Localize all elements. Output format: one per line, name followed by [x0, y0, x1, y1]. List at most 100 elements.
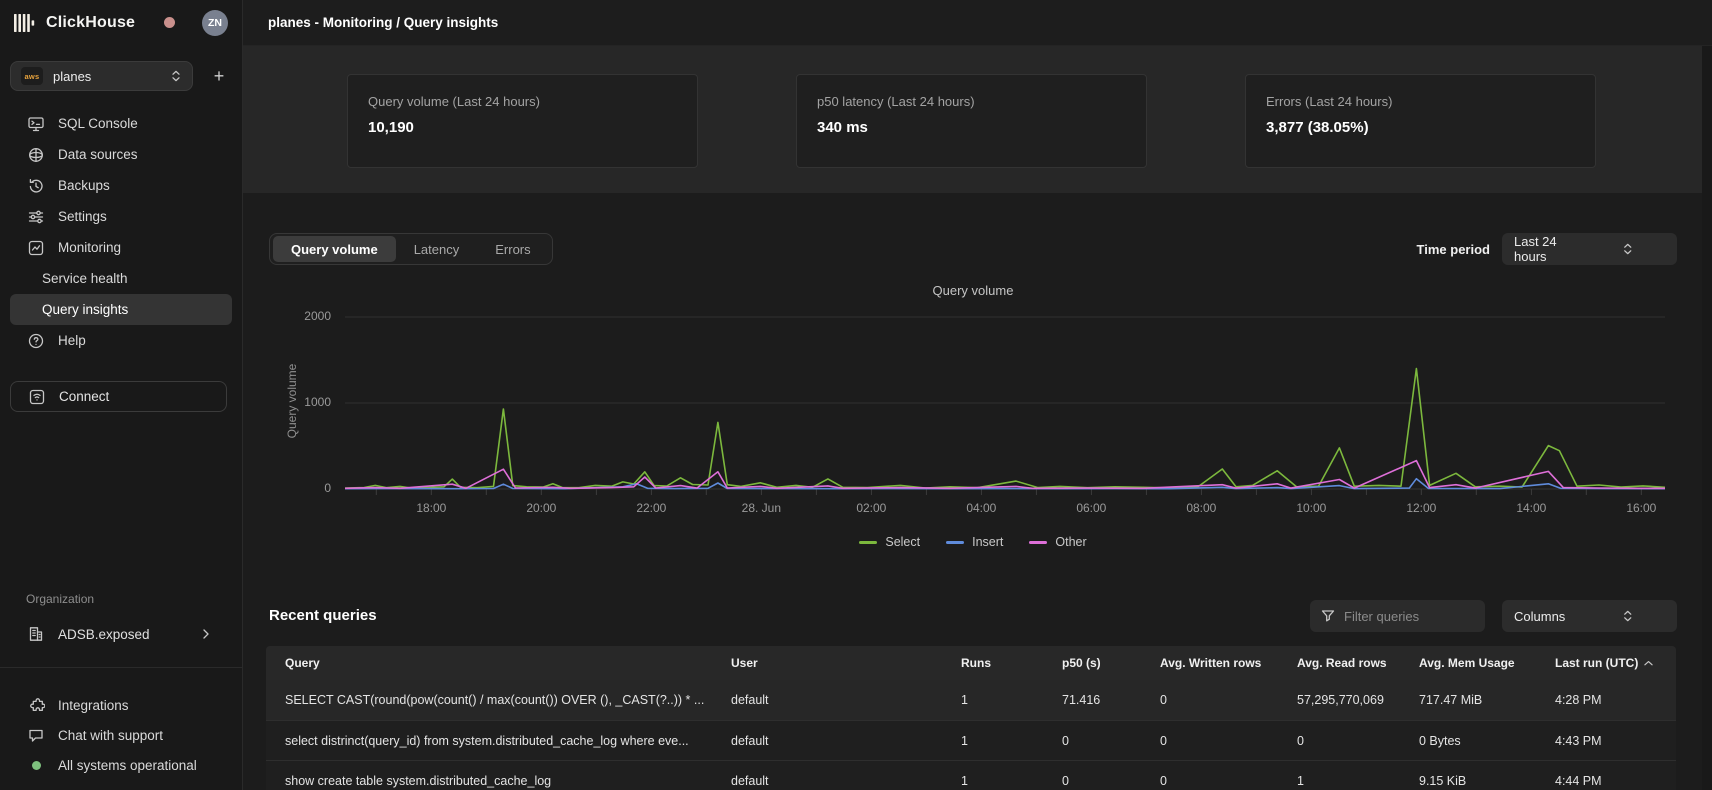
col-header-avg-mem-usage[interactable]: Avg. Mem Usage: [1419, 656, 1555, 670]
stat-card-errors-last-24-hours: Errors (Last 24 hours)3,877 (38.05%): [1245, 74, 1596, 168]
legend-swatch-icon: [859, 541, 877, 544]
sidebar-item-label: Monitoring: [58, 240, 121, 255]
sidebar-item-query-insights[interactable]: Query insights: [10, 294, 232, 325]
chevron-updown-icon: [170, 69, 182, 83]
x-tick-label: 18:00: [399, 501, 463, 515]
stat-value: 340 ms: [817, 119, 1126, 136]
service-selector[interactable]: aws planes: [10, 61, 193, 91]
col-header-avg-written-rows[interactable]: Avg. Written rows: [1160, 656, 1297, 670]
sidebar-item-help[interactable]: Help: [10, 325, 232, 356]
legend-item-select: Select: [859, 535, 920, 549]
stats-strip: Query volume (Last 24 hours)10,190p50 la…: [243, 46, 1702, 193]
tab-query-volume[interactable]: Query volume: [273, 236, 396, 262]
col-header-p50-s[interactable]: p50 (s): [1062, 656, 1160, 670]
sidebar-item-label: Data sources: [58, 147, 138, 162]
col-header-last-run-utc[interactable]: Last run (UTC): [1555, 656, 1676, 670]
cell-avg-read-rows: 1: [1297, 774, 1419, 788]
stat-label: Query volume (Last 24 hours): [368, 94, 677, 109]
cell-p50-s: 71.416: [1062, 693, 1160, 707]
chart-y-axis-label: Query volume: [285, 331, 299, 471]
add-service-button[interactable]: +: [206, 61, 232, 91]
sidebar-item-monitoring[interactable]: Monitoring: [10, 232, 232, 263]
cell-avg-mem-usage: 0 Bytes: [1419, 734, 1555, 748]
table-body: SELECT CAST(round(pow(count() / max(coun…: [266, 680, 1676, 790]
connect-button[interactable]: Connect: [10, 381, 227, 412]
filter-queries-input[interactable]: [1344, 609, 1475, 624]
y-tick-label: 0: [281, 481, 331, 495]
legend-label: Insert: [972, 535, 1003, 549]
cell-p50-s: 0: [1062, 734, 1160, 748]
cell-user: default: [731, 734, 961, 748]
sidebar-item-integrations[interactable]: Integrations: [10, 690, 232, 720]
table-row[interactable]: SELECT CAST(round(pow(count() / max(coun…: [266, 680, 1676, 720]
x-tick-label: 28. Jun: [729, 501, 793, 515]
user-avatar[interactable]: ZN: [202, 10, 228, 36]
status-dot-icon: [32, 761, 41, 770]
recent-queries-title: Recent queries: [269, 607, 377, 624]
sidebar-item-sql-console[interactable]: SQL Console: [10, 108, 232, 139]
sidebar-item-backups[interactable]: Backups: [10, 170, 232, 201]
tab-errors[interactable]: Errors: [477, 236, 548, 262]
sidebar-item-label: Settings: [58, 209, 107, 224]
series-insert: [345, 479, 1665, 489]
cell-query: SELECT CAST(round(pow(count() / max(coun…: [285, 693, 731, 707]
cell-p50-s: 0: [1062, 774, 1160, 788]
filter-queries-box[interactable]: [1310, 600, 1485, 632]
service-name: planes: [53, 69, 170, 84]
stat-card-p50-latency-last-24-hours: p50 latency (Last 24 hours)340 ms: [796, 74, 1147, 168]
legend-item-insert: Insert: [946, 535, 1003, 549]
columns-select-label: Columns: [1514, 609, 1590, 624]
time-period-value: Last 24 hours: [1514, 234, 1590, 264]
x-tick-label: 14:00: [1499, 501, 1563, 515]
chart-tabs: Query volumeLatencyErrors: [269, 233, 553, 265]
sidebar-item-label: All systems operational: [58, 758, 197, 773]
sort-asc-icon: [1644, 660, 1653, 666]
notification-dot[interactable]: [164, 17, 175, 28]
sidebar-item-label: Integrations: [58, 698, 129, 713]
cell-query: show create table system.distributed_cac…: [285, 774, 731, 788]
columns-select[interactable]: Columns: [1502, 600, 1677, 632]
x-tick-label: 10:00: [1279, 501, 1343, 515]
connect-label: Connect: [59, 389, 109, 404]
y-tick-label: 2000: [281, 309, 331, 323]
sql-console-icon: [27, 115, 45, 133]
x-tick-label: 12:00: [1389, 501, 1453, 515]
col-header-label: Avg. Read rows: [1297, 656, 1387, 670]
sidebar-item-all-systems-operational[interactable]: All systems operational: [10, 750, 232, 780]
cell-user: default: [731, 774, 961, 788]
x-tick-label: 22:00: [619, 501, 683, 515]
organization-item[interactable]: ADSB.exposed: [10, 619, 227, 649]
sidebar-item-label: Query insights: [42, 302, 128, 317]
sidebar-item-settings[interactable]: Settings: [10, 201, 232, 232]
table-row[interactable]: show create table system.distributed_cac…: [266, 760, 1676, 790]
sidebar-item-chat-with-support[interactable]: Chat with support: [10, 720, 232, 750]
table-row[interactable]: select distrinct(query_id) from system.d…: [266, 720, 1676, 760]
series-select: [345, 369, 1665, 488]
col-header-avg-read-rows[interactable]: Avg. Read rows: [1297, 656, 1419, 670]
cell-runs: 1: [961, 734, 1062, 748]
recent-queries-table: Query UserRunsp50 (s) Avg. Written rows Avg…: [266, 646, 1676, 790]
chevron-right-icon: [201, 628, 211, 640]
sidebar-item-label: Service health: [42, 271, 128, 286]
col-header-query[interactable]: Query: [285, 656, 731, 670]
scroll-gutter: [1702, 46, 1712, 790]
sidebar-item-label: SQL Console: [58, 116, 138, 131]
chart-title: Query volume: [281, 283, 1665, 298]
col-header-label: Query: [285, 656, 320, 670]
col-header-runs[interactable]: Runs: [961, 656, 1062, 670]
tab-latency[interactable]: Latency: [396, 236, 478, 262]
col-header-label: Avg. Written rows: [1160, 656, 1261, 670]
sidebar-item-data-sources[interactable]: Data sources: [10, 139, 232, 170]
x-tick-label: 06:00: [1059, 501, 1123, 515]
sidebar-footer: Integrations Chat with support All systems…: [10, 690, 232, 780]
cell-runs: 1: [961, 774, 1062, 788]
time-period-select[interactable]: Last 24 hours: [1502, 233, 1677, 265]
col-header-label: p50 (s): [1062, 656, 1101, 670]
aws-icon: aws: [21, 67, 43, 85]
sidebar-item-service-health[interactable]: Service health: [10, 263, 232, 294]
backups-icon: [27, 177, 45, 195]
legend-swatch-icon: [946, 541, 964, 544]
help-icon: [27, 332, 45, 350]
cell-avg-written-rows: 0: [1160, 774, 1297, 788]
col-header-user[interactable]: User: [731, 656, 961, 670]
